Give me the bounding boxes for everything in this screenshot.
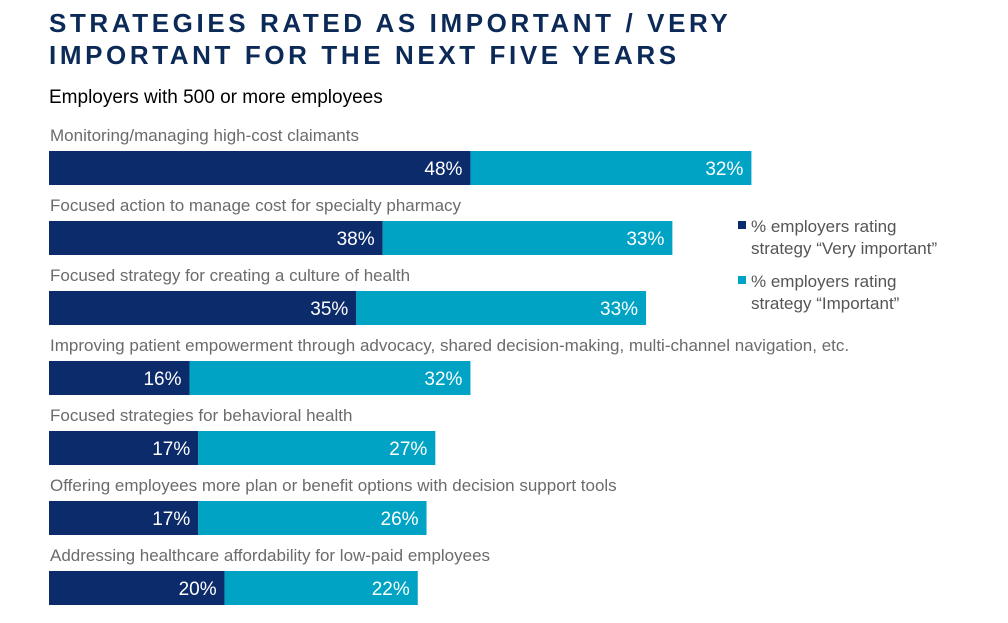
bar-very-important [49,431,199,465]
bar-important [198,431,436,465]
bar-important [356,291,647,325]
data-label: 32% [705,159,743,180]
category-label: Addressing healthcare affordability for … [50,546,490,565]
category-label: Focused action to manage cost for specia… [50,196,462,215]
bar-important [470,151,752,185]
bar-very-important [49,361,190,395]
page-subtitle: Employers with 500 or more employees [49,87,383,108]
bar-very-important [49,151,471,185]
data-label: 33% [626,229,664,250]
data-label: 27% [389,439,427,460]
category-label: Improving patient empowerment through ad… [50,336,849,355]
data-label: 16% [143,369,181,390]
data-label: 22% [372,579,410,600]
legend-label-very-important: % employers rating [751,217,897,236]
bar-very-important [49,221,383,255]
data-label: 26% [381,509,419,530]
bar-important [382,221,673,255]
data-label: 32% [424,369,462,390]
legend-label-very-important: strategy “Very important” [751,239,937,258]
data-label: 33% [600,299,638,320]
category-label: Monitoring/managing high-cost claimants [50,126,359,145]
category-label: Focused strategies for behavioral health [50,406,352,425]
data-label: 17% [152,509,190,530]
data-label: 35% [310,299,348,320]
bar-important [189,361,471,395]
data-label: 48% [424,159,462,180]
category-label: Offering employees more plan or benefit … [50,476,617,495]
legend-label-important: % employers rating [751,272,897,291]
data-label: 38% [337,229,375,250]
bar-very-important [49,571,225,605]
data-label: 17% [152,439,190,460]
bar-very-important [49,501,199,535]
legend-swatch-important [738,276,746,284]
bar-very-important [49,291,357,325]
bar-important [224,571,418,605]
data-label: 20% [179,579,217,600]
legend-swatch-very-important [738,221,746,229]
bar-important [198,501,427,535]
category-label: Focused strategy for creating a culture … [50,266,410,285]
legend-label-important: strategy “Important” [751,294,900,313]
page-title: STRATEGIES RATED AS IMPORTANT / VERY IMP… [49,8,732,70]
